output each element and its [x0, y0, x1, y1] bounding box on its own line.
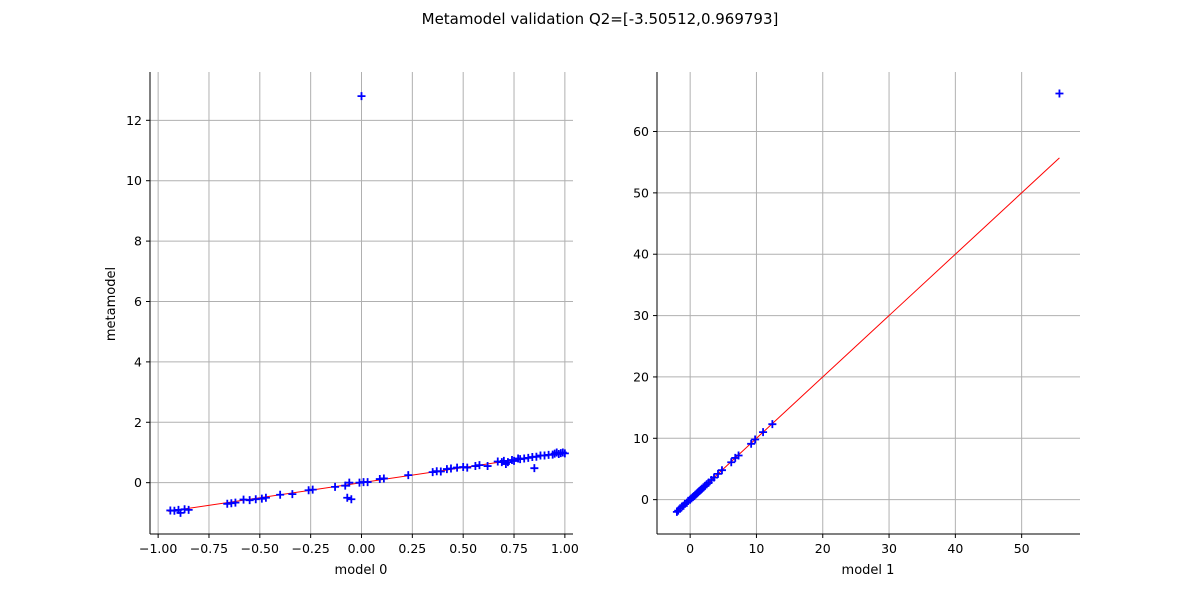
- left-data-point: [560, 449, 569, 458]
- right-y-tick-label: 30: [633, 308, 649, 323]
- left-data-point: [261, 493, 270, 502]
- right-diagonal-line: [675, 157, 1060, 513]
- left-x-tick-label: 1.00: [551, 541, 579, 556]
- left-data-point: [532, 452, 541, 461]
- right-y-tick-label: 60: [633, 124, 649, 139]
- right-x-tick-label: 10: [748, 541, 764, 556]
- right-x-tick-label: 50: [1014, 541, 1030, 556]
- left-x-tick-label: 0.00: [348, 541, 376, 556]
- left-data-point: [357, 92, 366, 101]
- left-data-point: [530, 464, 539, 473]
- left-data-point: [363, 478, 372, 487]
- left-data-point: [483, 462, 492, 471]
- left-data-point: [347, 495, 356, 504]
- right-data-point: [747, 439, 756, 448]
- left-data-point: [288, 490, 297, 499]
- left-data-point: [184, 505, 193, 514]
- left-scatter-panel: −1.00 −0.75 −0.50 −0.25 0.00 0.25 0.50 0.75 1.00…: [104, 72, 579, 578]
- figure-title: Metamodel validation Q2=[-3.50512,0.9697…: [422, 10, 779, 28]
- left-x-tick-label: −0.50: [241, 541, 279, 556]
- left-data-point: [245, 496, 254, 505]
- left-y-tick-label: 4: [134, 354, 142, 369]
- left-y-tick-label: 8: [134, 234, 142, 249]
- left-data-point: [257, 494, 266, 503]
- left-x-tick-label: 0.50: [449, 541, 477, 556]
- left-data-point: [446, 464, 455, 473]
- left-x-tick-label: −1.00: [139, 541, 177, 556]
- right-x-tick-label: 40: [947, 541, 963, 556]
- right-scatter-panel: 0 10 20 30 40 50 0 10 20 30 40 50 60 model 1: [633, 72, 1080, 578]
- right-data-point: [751, 435, 760, 444]
- right-y-tick-label: 10: [633, 431, 649, 446]
- left-data-point: [475, 461, 484, 470]
- left-data-point: [524, 453, 533, 462]
- left-x-tick-label: 0.75: [500, 541, 528, 556]
- right-data-point: [713, 469, 722, 478]
- left-x-tick-label: −0.25: [292, 541, 330, 556]
- right-y-tick-label: 0: [641, 492, 649, 507]
- left-y-tick-label: 0: [134, 475, 142, 490]
- left-data-point: [404, 471, 413, 480]
- left-data-point: [176, 508, 185, 517]
- left-data-point: [463, 463, 472, 472]
- left-y-tick-label: 10: [126, 173, 142, 188]
- left-data-point: [170, 506, 179, 515]
- right-data-point: [710, 473, 719, 482]
- left-data-point: [341, 481, 350, 490]
- left-data-point: [345, 478, 354, 487]
- right-data-point: [759, 428, 768, 437]
- left-x-tick-label: 0.25: [398, 541, 426, 556]
- right-data-point: [727, 458, 736, 467]
- left-data-point: [276, 490, 285, 499]
- right-y-tick-label: 50: [633, 185, 649, 200]
- left-data-point: [343, 493, 352, 502]
- left-data-point: [436, 467, 445, 476]
- right-x-tick-label: 0: [686, 541, 694, 556]
- left-data-point: [471, 462, 480, 471]
- left-y-tick-label: 12: [126, 113, 142, 128]
- left-data-point: [379, 474, 388, 483]
- left-x-tick-label: −0.75: [190, 541, 228, 556]
- right-data-point: [1055, 89, 1064, 98]
- left-y-tick-label: 6: [134, 294, 142, 309]
- left-y-tick-label: 2: [134, 415, 142, 430]
- left-data-point: [510, 456, 519, 465]
- right-data-point: [768, 420, 777, 429]
- right-y-tick-label: 40: [633, 247, 649, 262]
- right-y-tick-label: 20: [633, 369, 649, 384]
- left-y-axis-label: metamodel: [104, 267, 119, 341]
- right-x-axis-label: model 1: [842, 563, 895, 578]
- left-data-point: [428, 468, 437, 477]
- left-data-point: [308, 485, 317, 494]
- right-data-point: [734, 451, 743, 460]
- right-data-point: [717, 466, 726, 475]
- right-x-tick-label: 30: [881, 541, 897, 556]
- right-x-tick-label: 20: [815, 541, 831, 556]
- left-data-point: [231, 498, 240, 507]
- left-data-point: [331, 482, 340, 491]
- left-data-point: [503, 458, 512, 467]
- left-x-axis-label: model 0: [335, 563, 388, 578]
